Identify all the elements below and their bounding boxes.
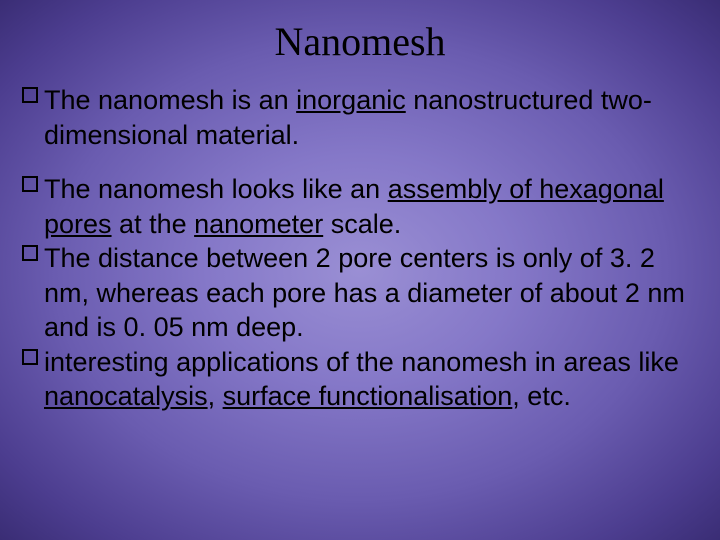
- bullet-text: The distance between 2 pore centers is o…: [44, 241, 698, 345]
- square-bullet-icon: [22, 176, 38, 192]
- underlined-text: surface functionalisation: [223, 381, 513, 411]
- plain-text: The nanomesh is an: [44, 85, 296, 115]
- slide-container: Nanomesh The nanomesh is an inorganic na…: [0, 0, 720, 540]
- plain-text: The distance between 2 pore centers is o…: [44, 243, 685, 342]
- bullet-item: The distance between 2 pore centers is o…: [22, 241, 698, 345]
- bullet-group: The nanomesh is an inorganic nanostructu…: [22, 83, 698, 152]
- bullet-item: interesting applications of the nanomesh…: [22, 345, 698, 414]
- bullet-item: The nanomesh is an inorganic nanostructu…: [22, 83, 698, 152]
- plain-text: interesting applications of the nanomesh…: [44, 347, 679, 377]
- bullet-group: The nanomesh looks like an assembly of h…: [22, 172, 698, 414]
- bullet-text: interesting applications of the nanomesh…: [44, 345, 698, 414]
- slide-title: Nanomesh: [22, 18, 698, 65]
- plain-text: The nanomesh looks like an: [44, 174, 388, 204]
- slide-content: The nanomesh is an inorganic nanostructu…: [22, 83, 698, 414]
- square-bullet-icon: [22, 349, 38, 365]
- plain-text: at the: [112, 209, 195, 239]
- bullet-text: The nanomesh is an inorganic nanostructu…: [44, 83, 698, 152]
- square-bullet-icon: [22, 87, 38, 103]
- square-bullet-icon: [22, 245, 38, 261]
- underlined-text: nanocatalysis: [44, 381, 208, 411]
- plain-text: , etc.: [512, 381, 571, 411]
- bullet-item: The nanomesh looks like an assembly of h…: [22, 172, 698, 241]
- underlined-text: nanometer: [194, 209, 323, 239]
- plain-text: scale.: [323, 209, 401, 239]
- bullet-text: The nanomesh looks like an assembly of h…: [44, 172, 698, 241]
- plain-text: ,: [208, 381, 223, 411]
- underlined-text: inorganic: [296, 85, 406, 115]
